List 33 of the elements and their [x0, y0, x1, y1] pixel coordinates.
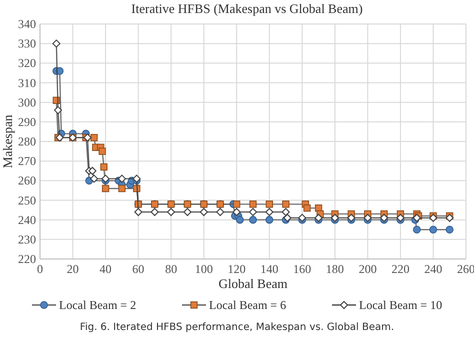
legend-label: Local Beam = 2	[59, 298, 136, 312]
x-tick-label: 120	[228, 262, 246, 276]
legend-label: Local Beam = 10	[359, 298, 442, 312]
y-tick-label: 290	[18, 114, 36, 129]
y-tick-label: 250	[18, 193, 36, 208]
y-tick-label: 220	[18, 252, 36, 266]
x-tick-label: 180	[326, 262, 344, 276]
y-axis-title: Makespan	[0, 114, 15, 168]
x-tick-label: 0	[37, 262, 43, 276]
x-tick-label: 140	[260, 262, 278, 276]
x-tick-label: 80	[165, 262, 178, 276]
y-tick-label: 260	[18, 174, 36, 188]
x-axis-title: Global Beam	[218, 276, 288, 291]
y-tick-label: 270	[18, 154, 36, 168]
x-tick-label: 200	[358, 262, 377, 276]
caption: Fig. 6. Iterated HFBS performance, Makespan vs. Global Beam.	[80, 322, 394, 333]
y-tick-label: 340	[18, 17, 36, 31]
x-tick-label: 40	[100, 262, 112, 276]
x-tick-label: 220	[391, 262, 410, 276]
legend-label: Local Beam = 6	[209, 298, 286, 312]
x-tick-label: 60	[132, 262, 144, 276]
y-tick-label: 320	[18, 56, 36, 70]
chart-title: Iterative HFBS (Makespan vs Global Beam)	[131, 1, 363, 16]
y-tick-label: 330	[18, 36, 36, 51]
y-tick-label: 280	[18, 134, 36, 148]
y-tick-label: 230	[18, 232, 36, 246]
x-tick-label: 20	[66, 262, 79, 276]
y-tick-label: 240	[18, 212, 36, 227]
x-tick-label: 160	[293, 262, 312, 276]
y-tick-label: 310	[18, 76, 36, 90]
x-tick-label: 240	[424, 262, 442, 276]
x-tick-label: 100	[194, 262, 213, 276]
y-tick-label: 300	[18, 95, 36, 110]
